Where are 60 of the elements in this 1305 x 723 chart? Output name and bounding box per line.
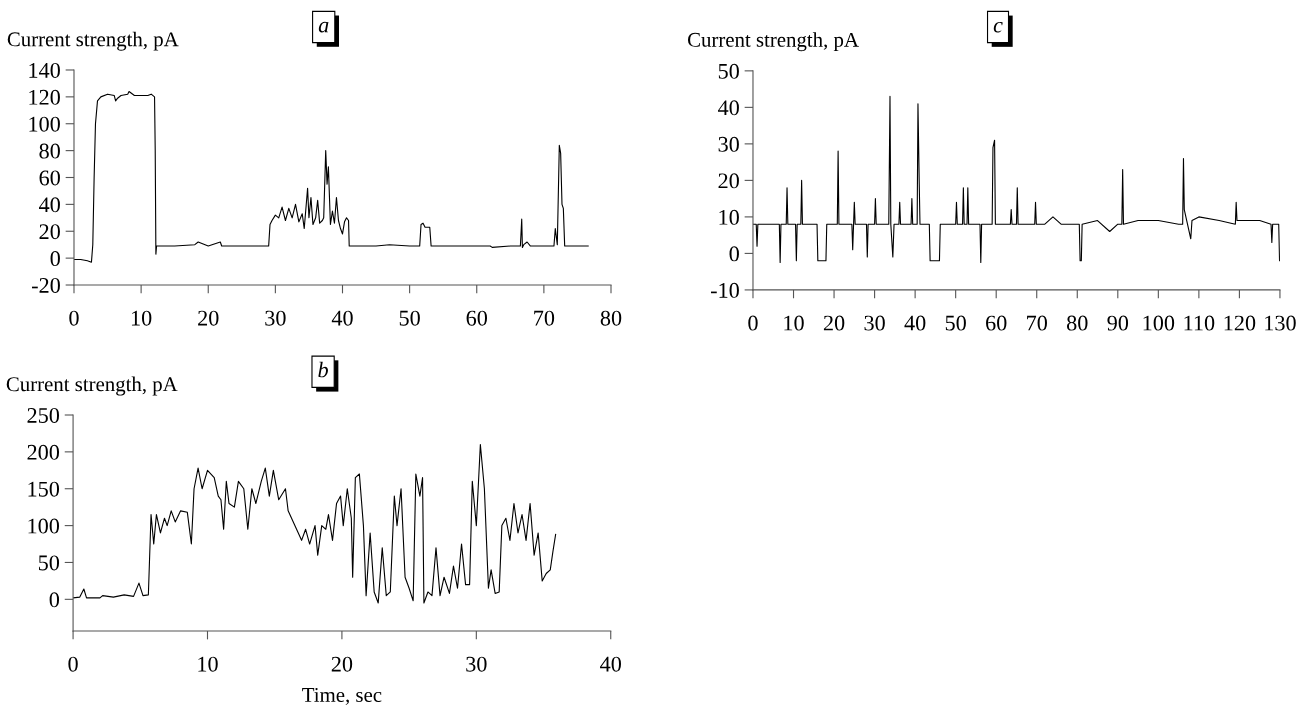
line-series — [73, 443, 557, 604]
x-tick-label: 70 — [1027, 315, 1047, 331]
x-tick-label: 40 — [904, 315, 926, 331]
chart-title: a — [318, 21, 329, 33]
x-tick-label: 0 — [68, 656, 78, 672]
x-tick-label: 120 — [1224, 315, 1256, 331]
y-axis-title: Current strength, pA — [7, 31, 179, 51]
y-tick-label: 20 — [39, 224, 60, 240]
chart-title: c — [993, 21, 1003, 33]
x-tick-label: 70 — [534, 310, 555, 326]
y-tick-label: -10 — [711, 282, 739, 298]
y-tick-label: 100 — [28, 518, 60, 534]
x-tick-label: 60 — [986, 315, 1007, 331]
y-tick-label: 40 — [39, 197, 60, 213]
x-tick-label: 10 — [131, 310, 152, 326]
x-tick-label: 90 — [1107, 315, 1129, 331]
y-tick-label: 50 — [718, 63, 739, 79]
y-tick-label: 30 — [718, 136, 739, 152]
x-tick-label: 30 — [466, 656, 487, 672]
x-tick-label: 0 — [748, 315, 758, 331]
y-tick-label: 80 — [39, 143, 60, 159]
y-tick-label: 0 — [50, 251, 60, 267]
y-tick-label: 250 — [27, 407, 60, 423]
y-axis-title: Current strength, pA — [6, 376, 178, 396]
x-tick-label: 100 — [1143, 315, 1175, 331]
x-tick-label: 20 — [331, 656, 353, 672]
y-tick-label: 0 — [49, 592, 60, 608]
y-tick-label: 100 — [29, 116, 60, 132]
line-series — [73, 90, 589, 263]
x-tick-label: 40 — [331, 310, 353, 326]
x-tick-label: 60 — [466, 310, 488, 326]
y-axis-title: Current strength, pA — [687, 32, 859, 52]
chart-title: b — [318, 361, 328, 378]
x-tick-label: 40 — [600, 656, 621, 672]
y-tick-label: 60 — [39, 170, 60, 186]
x-tick-label: 50 — [399, 310, 420, 326]
y-tick-label: 20 — [718, 173, 739, 189]
y-tick-label: 50 — [38, 555, 60, 571]
y-tick-label: 150 — [28, 481, 60, 497]
y-tick-label: 140 — [29, 62, 60, 78]
x-tick-label: 50 — [945, 315, 966, 331]
y-tick-label: 10 — [719, 209, 739, 225]
y-tick-label: -20 — [32, 277, 60, 293]
x-tick-label: 30 — [864, 315, 885, 331]
x-tick-label: 130 — [1265, 315, 1296, 331]
x-tick-label: 20 — [823, 315, 845, 331]
x-tick-label: 30 — [265, 310, 286, 326]
x-tick-label: 10 — [198, 656, 218, 672]
y-tick-label: 120 — [29, 89, 60, 105]
x-tick-label: 110 — [1184, 315, 1215, 331]
y-tick-label: 200 — [27, 444, 60, 460]
y-tick-label: 0 — [729, 246, 739, 262]
x-tick-label: 0 — [69, 310, 79, 326]
y-tick-label: 40 — [718, 100, 739, 116]
x-tick-label: 80 — [600, 310, 622, 326]
x-tick-label: 20 — [198, 310, 219, 326]
x-tick-label: 80 — [1067, 315, 1088, 331]
x-tick-label: 10 — [784, 315, 804, 331]
line-series — [752, 95, 1280, 264]
x-axis-title: Time, sec — [302, 687, 382, 705]
